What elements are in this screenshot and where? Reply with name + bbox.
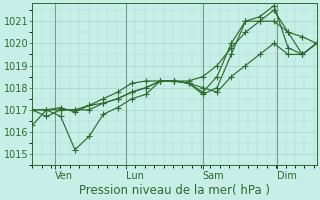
- X-axis label: Pression niveau de la mer( hPa ): Pression niveau de la mer( hPa ): [79, 184, 270, 197]
